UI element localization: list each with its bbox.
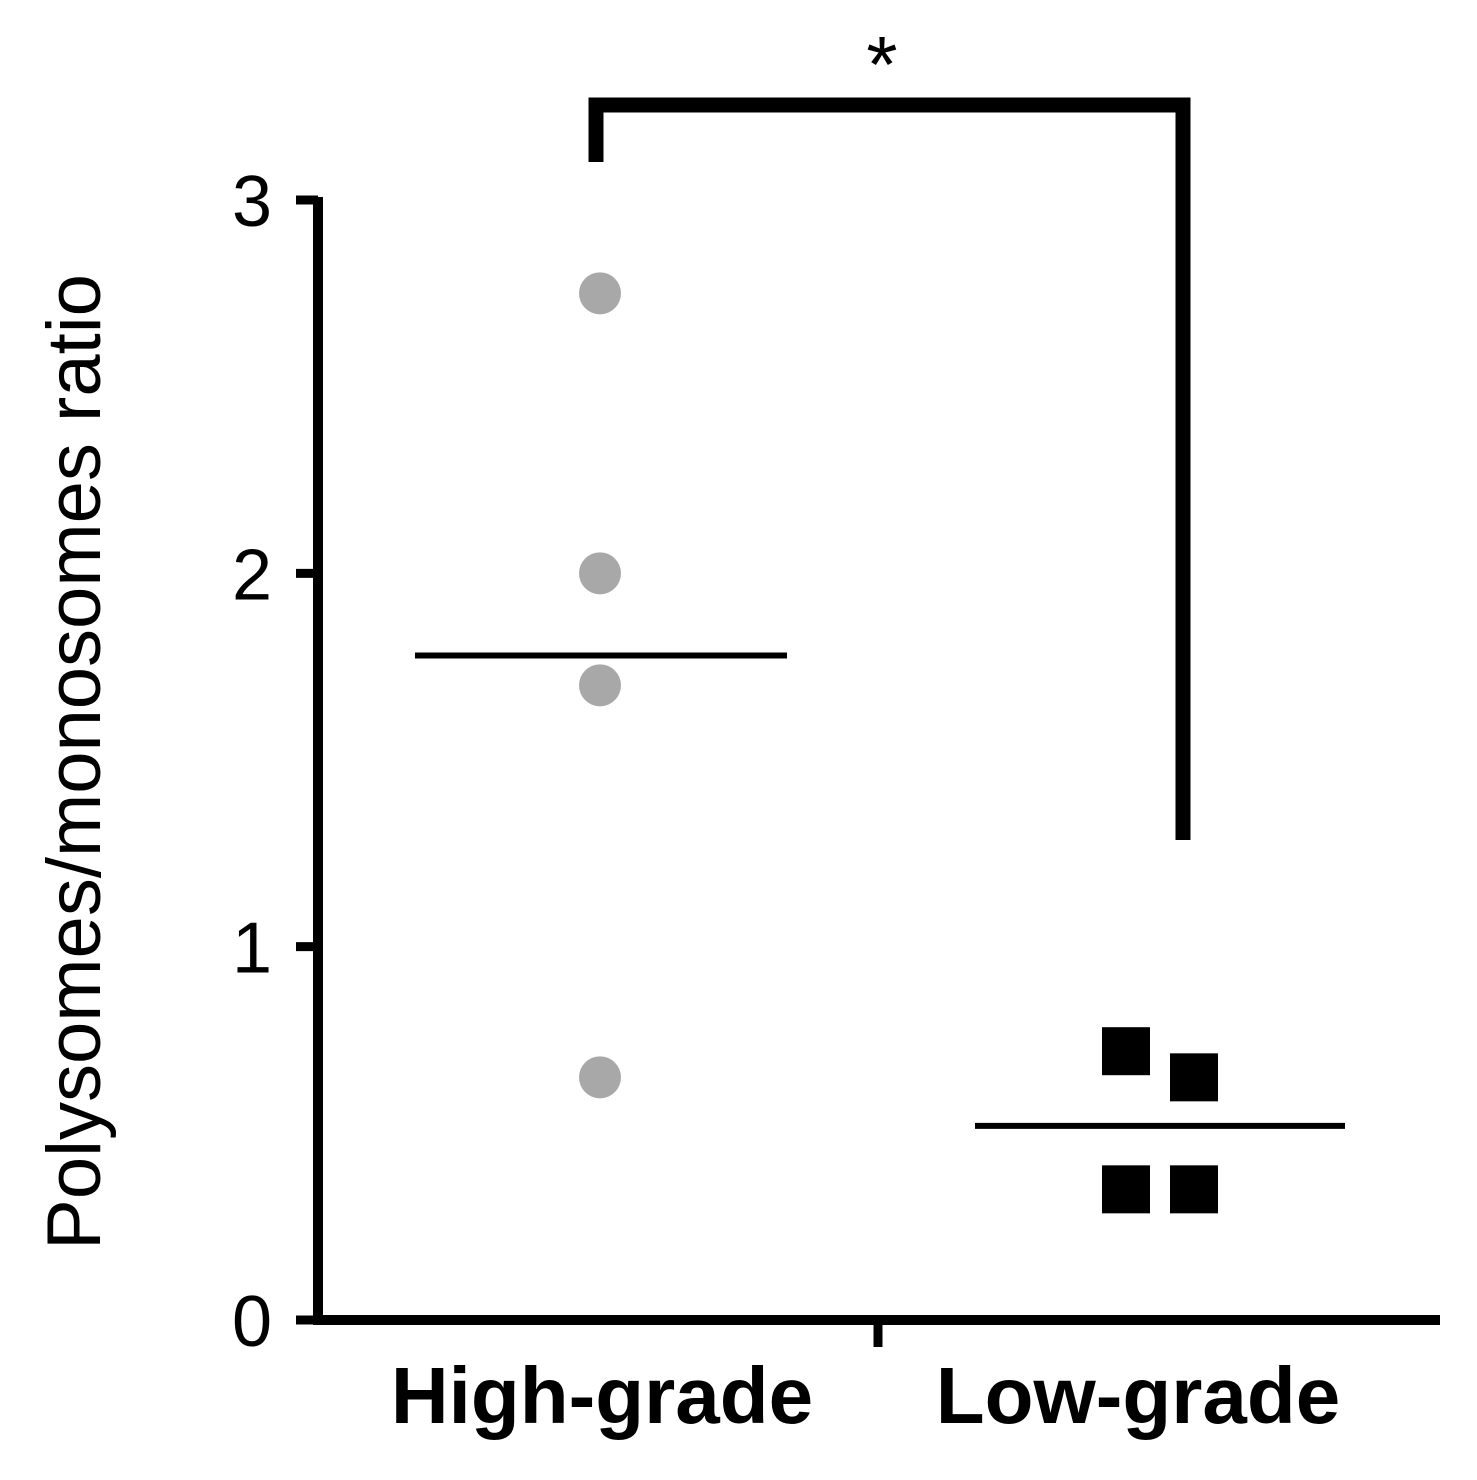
data-marks	[415, 272, 1345, 1214]
data-point	[579, 272, 621, 315]
x-category-label: Low-grade	[936, 1351, 1340, 1440]
significance-asterisk: *	[866, 20, 897, 109]
y-tick-label: 2	[232, 535, 272, 615]
data-point	[579, 1056, 621, 1099]
data-point	[579, 664, 621, 707]
y-tick-label: 1	[232, 909, 272, 989]
data-point	[1170, 1165, 1218, 1214]
y-ticks: 0 1 2 3	[232, 162, 318, 1362]
significance-bracket: *	[588, 20, 1191, 840]
significance-bracket-line	[588, 97, 1191, 840]
data-point	[1102, 1165, 1150, 1214]
y-tick-label: 3	[232, 162, 272, 242]
y-tick-label: 0	[232, 1282, 272, 1362]
x-category-labels: High-grade Low-grade	[391, 1351, 1340, 1440]
data-point	[1170, 1053, 1218, 1102]
data-point	[1102, 1027, 1150, 1076]
data-point	[579, 552, 621, 595]
x-category-label: High-grade	[391, 1351, 813, 1440]
axes	[313, 197, 1440, 1347]
y-axis-label: Polysomes/monosomes ratio	[32, 274, 117, 1250]
y-axis-label-group: Polysomes/monosomes ratio	[32, 274, 117, 1250]
